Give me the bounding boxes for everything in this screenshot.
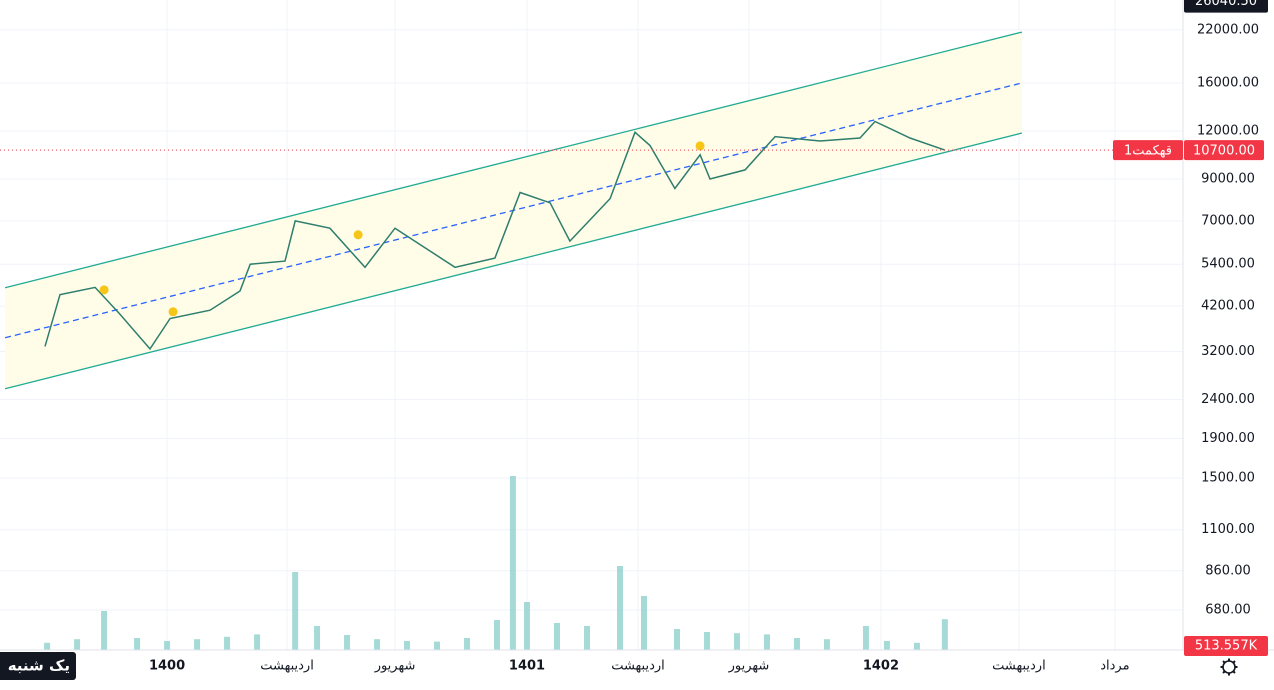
x-tick-label: شهریور	[728, 659, 770, 674]
volume-bar	[224, 636, 231, 650]
crosshair-badge	[0, 652, 76, 680]
volume-bar	[509, 476, 516, 650]
event-marker	[695, 141, 705, 151]
volume-bar	[254, 634, 261, 650]
volume-bar	[314, 626, 321, 650]
volume-bar	[640, 596, 647, 650]
volume-bar	[793, 638, 800, 650]
x-tick-label: مرداد	[1100, 659, 1129, 674]
price-line	[44, 120, 946, 351]
volume-bar	[404, 641, 411, 650]
volume-bar	[292, 572, 299, 650]
time-axis	[0, 650, 1274, 690]
symbol-label: قهکمت1	[1124, 144, 1172, 159]
y-tick-label: 5400.00	[1201, 257, 1255, 272]
volume-badge	[1184, 636, 1268, 656]
y-tick-label: 22000.00	[1197, 22, 1259, 37]
volume-bar	[883, 641, 890, 650]
volume-bar	[494, 620, 501, 650]
volume-bar	[464, 638, 471, 650]
volume-bar	[763, 634, 770, 650]
settings-button[interactable]	[1220, 658, 1238, 676]
volume-bar	[134, 638, 141, 650]
volume-bar	[74, 639, 81, 650]
x-tick-label: 1400	[149, 659, 185, 674]
volume-bar	[374, 639, 381, 650]
volume-label: 513.557K	[1195, 639, 1258, 654]
symbol-badge	[1113, 140, 1183, 161]
gear-tooth	[1222, 670, 1226, 674]
volume-bar	[913, 642, 920, 650]
volume-bar	[823, 639, 830, 650]
volume-bar	[862, 626, 869, 650]
top-price-badge	[1184, 0, 1268, 13]
x-tick-label: اردیبهشت	[992, 659, 1046, 674]
last-price-label: 10700.00	[1193, 144, 1255, 159]
y-tick-label: 1500.00	[1201, 470, 1255, 485]
y-tick-label: 16000.00	[1197, 75, 1259, 90]
x-tick-label: شهریور	[374, 659, 416, 674]
y-tick-label: 860.00	[1205, 563, 1251, 578]
y-tick-label: 3200.00	[1201, 344, 1255, 359]
y-tick-label: 7000.00	[1201, 213, 1255, 228]
gear-tooth	[1232, 670, 1236, 674]
channel-lower	[4, 132, 1023, 390]
volume-bar	[434, 641, 441, 650]
event-marker	[168, 307, 178, 317]
x-tick-label: اردیبهشت	[260, 659, 314, 674]
volume-bar	[194, 639, 201, 650]
y-tick-label: 680.00	[1205, 602, 1251, 617]
y-tick-label: 4200.00	[1201, 299, 1255, 314]
volume-bar	[584, 626, 591, 650]
gear-tooth	[1222, 660, 1226, 664]
event-marker	[99, 285, 109, 295]
volume-bar	[101, 611, 108, 650]
volume-bar	[554, 623, 561, 650]
x-tick-label: 1402	[863, 659, 899, 674]
volume-bar	[164, 641, 171, 650]
y-tick-label: 9000.00	[1201, 171, 1255, 186]
volume-bar	[44, 642, 51, 650]
price-axis	[1183, 0, 1274, 690]
x-tick-label: 1401	[509, 659, 545, 674]
volume-bar	[673, 629, 680, 650]
volume-bar	[941, 619, 948, 650]
volume-bar	[616, 566, 623, 650]
volume-bar	[344, 635, 351, 650]
crosshair-label: یک شنبه	[8, 657, 70, 675]
volume-bar	[733, 633, 740, 650]
top-price-label: 26040.50	[1195, 0, 1257, 9]
volume-bar	[703, 632, 710, 650]
y-tick-label: 12000.00	[1197, 123, 1259, 138]
y-tick-label: 2400.00	[1201, 392, 1255, 407]
channel-upper	[4, 31, 1023, 289]
last-price-badge	[1184, 140, 1264, 161]
volume-bar	[524, 602, 531, 650]
x-tick-label: اردیبهشت	[611, 659, 665, 674]
gear-tooth	[1232, 660, 1236, 664]
y-tick-label: 1100.00	[1201, 522, 1255, 537]
event-marker	[353, 230, 363, 240]
y-tick-label: 1900.00	[1201, 431, 1255, 446]
